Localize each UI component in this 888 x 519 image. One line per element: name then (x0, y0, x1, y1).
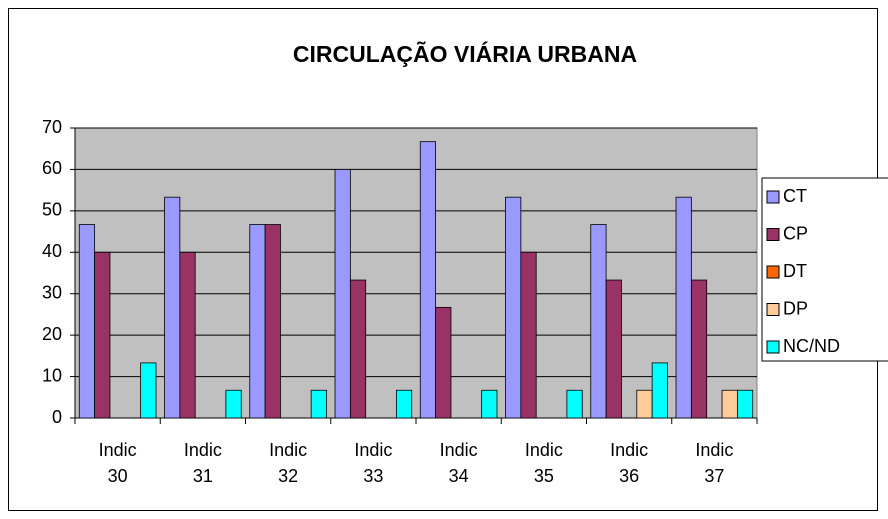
x-tick-label: Indic 34 (439, 440, 478, 486)
bar (590, 224, 607, 419)
bar (179, 251, 196, 419)
bar (435, 306, 452, 419)
bar (736, 389, 754, 419)
bar (164, 196, 181, 419)
legend-swatch (766, 190, 780, 204)
bar (264, 224, 281, 419)
x-tick-label: Indic 35 (524, 440, 563, 486)
legend-swatch (766, 303, 780, 316)
legend-swatch (766, 340, 780, 354)
x-tick-label: Indic 32 (269, 440, 308, 486)
bar (481, 389, 498, 419)
bar (310, 389, 327, 419)
bar (225, 389, 242, 419)
chart-title: CIRCULAÇÃO VIÁRIA URBANA (293, 40, 637, 67)
x-tick-label: Indic 31 (183, 440, 222, 486)
bar (636, 389, 653, 419)
legend-label: DP (783, 298, 808, 318)
bar (78, 224, 96, 419)
bar (675, 196, 692, 419)
x-tick-label: Indic 37 (695, 440, 734, 486)
bar (566, 389, 583, 419)
y-tick-label: 10 (42, 365, 62, 385)
legend-label: DT (783, 261, 807, 281)
legend-label: NC/ND (783, 336, 840, 356)
bar (651, 362, 668, 419)
y-tick-label: 40 (42, 241, 62, 261)
x-tick-label: Indic 33 (354, 440, 393, 486)
y-tick-label: 20 (42, 324, 62, 344)
bar (419, 141, 437, 419)
bar (349, 279, 367, 419)
bar (520, 251, 537, 419)
bar (94, 251, 111, 419)
x-tick-label: Indic 30 (98, 440, 137, 486)
x-tick-label: Indic 36 (610, 440, 649, 486)
y-tick-label: 30 (42, 282, 62, 302)
legend-box (761, 177, 888, 362)
legend-label: CP (783, 223, 808, 243)
y-tick-label: 70 (42, 117, 62, 137)
bar (395, 389, 413, 419)
bar (721, 389, 738, 419)
bar (505, 196, 522, 419)
y-tick-label: 0 (52, 407, 62, 427)
legend-label: CT (783, 186, 807, 206)
bar (605, 279, 622, 419)
legend-swatch (766, 228, 780, 241)
bar (690, 279, 708, 419)
bar (140, 362, 157, 419)
bar (249, 224, 266, 419)
legend-swatch (766, 265, 780, 279)
bar (334, 169, 351, 419)
y-tick-label: 60 (42, 158, 62, 178)
y-tick-label: 50 (42, 200, 62, 220)
